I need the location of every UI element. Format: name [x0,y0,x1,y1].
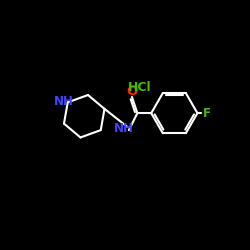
Text: NH: NH [54,95,74,108]
Text: F: F [203,107,211,120]
Text: HCl: HCl [128,81,152,94]
Text: NH: NH [114,122,134,135]
Text: O: O [126,85,138,98]
